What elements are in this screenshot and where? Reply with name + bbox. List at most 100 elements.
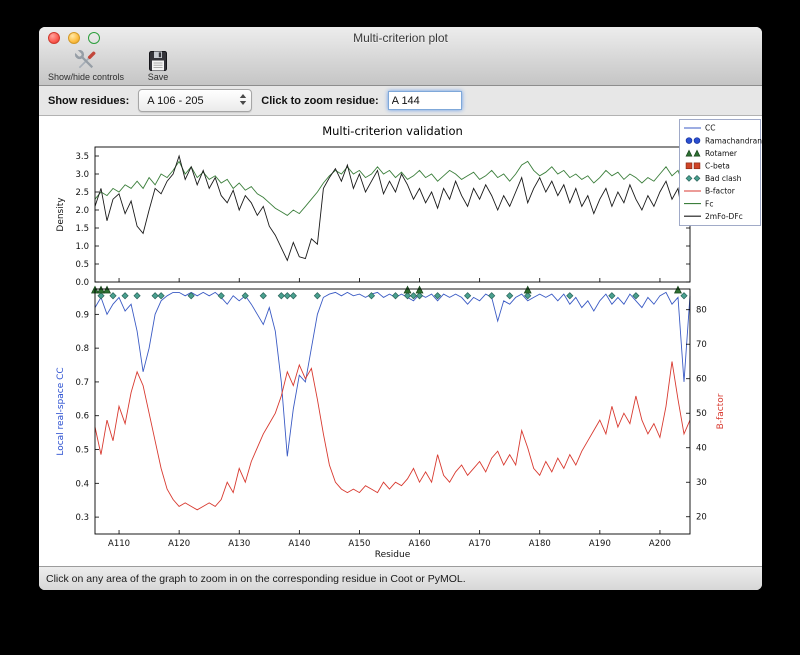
rotamer-marker bbox=[403, 285, 412, 294]
rotamer-marker bbox=[415, 285, 424, 294]
svg-text:0.9: 0.9 bbox=[75, 310, 89, 320]
bad-clash-marker bbox=[151, 292, 159, 300]
svg-text:A200: A200 bbox=[649, 539, 671, 549]
legend-label: Ramachandran bbox=[705, 136, 762, 145]
status-text: Click on any area of the graph to zoom i… bbox=[46, 572, 466, 585]
svg-text:50: 50 bbox=[696, 409, 707, 419]
legend-sample-Ramachandran bbox=[685, 137, 693, 144]
svg-text:1.5: 1.5 bbox=[75, 224, 89, 234]
bad-clash-marker bbox=[133, 292, 141, 300]
bottom-axes-frame bbox=[94, 288, 691, 535]
svg-text:0.5: 0.5 bbox=[75, 260, 89, 270]
zoom-button[interactable] bbox=[88, 32, 100, 44]
svg-text:0.8: 0.8 bbox=[75, 344, 89, 354]
svg-text:0.0: 0.0 bbox=[75, 278, 89, 288]
svg-text:A140: A140 bbox=[288, 539, 310, 549]
bad-clash-marker bbox=[289, 292, 297, 300]
status-bar: Click on any area of the graph to zoom i… bbox=[39, 566, 762, 590]
legend-sample-Ramachandran bbox=[693, 137, 701, 144]
svg-text:A160: A160 bbox=[409, 539, 431, 549]
series-2mFo-DFc bbox=[94, 154, 691, 262]
series-Fc bbox=[94, 160, 691, 216]
rotamer-marker bbox=[674, 285, 682, 294]
bad-clash-marker bbox=[409, 292, 418, 300]
svg-text:A170: A170 bbox=[469, 539, 491, 549]
bfactor-axis-label: B-factor bbox=[716, 393, 726, 429]
density-axis-label: Density bbox=[56, 197, 66, 232]
svg-text:A180: A180 bbox=[529, 539, 551, 549]
show-hide-controls-button[interactable]: Show/hide controls bbox=[45, 49, 127, 83]
rotamer-marker bbox=[103, 285, 111, 294]
zoom-residue-label: Click to zoom residue: bbox=[261, 94, 379, 107]
svg-text:3.0: 3.0 bbox=[75, 170, 89, 180]
svg-text:0.4: 0.4 bbox=[75, 479, 89, 489]
tools-icon bbox=[74, 50, 98, 72]
traffic-lights bbox=[48, 32, 100, 44]
legend-label: B-factor bbox=[705, 187, 736, 196]
cc-axis-label: Local real-space CC bbox=[56, 367, 66, 455]
bad-clash-marker bbox=[157, 292, 165, 300]
save-label: Save bbox=[147, 72, 169, 82]
svg-text:0.7: 0.7 bbox=[75, 378, 89, 388]
series-CC bbox=[94, 291, 691, 457]
svg-text:30: 30 bbox=[696, 478, 707, 488]
bad-clash-marker bbox=[433, 292, 442, 300]
legend-label: C-beta bbox=[705, 162, 730, 171]
bad-clash-marker bbox=[217, 292, 225, 300]
bad-clash-marker bbox=[283, 292, 291, 300]
residue-range-dropdown[interactable]: A 106 - 205 bbox=[138, 89, 253, 112]
bad-clash-marker bbox=[391, 292, 400, 300]
svg-text:80: 80 bbox=[696, 306, 707, 316]
save-button[interactable]: Save bbox=[143, 49, 173, 83]
legend-sample-C-beta bbox=[685, 162, 693, 170]
svg-text:20: 20 bbox=[696, 513, 707, 523]
bad-clash-marker bbox=[608, 292, 616, 300]
residue-range-value: A 106 - 205 bbox=[147, 94, 204, 107]
rotamer-marker bbox=[523, 285, 532, 294]
svg-text:A150: A150 bbox=[348, 539, 370, 549]
window-chrome: Multi-criterion plot bbox=[39, 27, 762, 86]
bad-clash-marker bbox=[313, 292, 321, 300]
controls-row: Show residues: A 106 - 205 Click to zoom… bbox=[39, 86, 762, 116]
bad-clash-marker bbox=[524, 292, 532, 300]
svg-text:A130: A130 bbox=[228, 539, 250, 549]
bad-clash-marker bbox=[403, 292, 412, 300]
legend-sample-Rotamer bbox=[685, 149, 693, 157]
bad-clash-marker bbox=[121, 292, 129, 300]
window-title: Multi-criterion plot bbox=[353, 31, 448, 45]
svg-text:2.5: 2.5 bbox=[75, 188, 89, 198]
close-button[interactable] bbox=[48, 32, 60, 44]
bad-clash-marker bbox=[367, 292, 376, 300]
bad-clash-marker bbox=[109, 292, 117, 300]
multi-criterion-plot-window: Multi-criterion plot bbox=[39, 27, 762, 590]
show-residues-label: Show residues: bbox=[48, 94, 130, 107]
minimize-button[interactable] bbox=[68, 32, 80, 44]
svg-text:2.0: 2.0 bbox=[75, 206, 89, 216]
bad-clash-marker bbox=[488, 292, 496, 300]
rotamer-marker bbox=[97, 285, 105, 294]
bad-clash-marker bbox=[566, 292, 574, 300]
zoom-residue-input[interactable] bbox=[387, 91, 462, 110]
series-B-factor bbox=[94, 361, 691, 511]
svg-text:0.5: 0.5 bbox=[75, 446, 89, 456]
show-hide-controls-label: Show/hide controls bbox=[48, 72, 125, 82]
plot-area[interactable]: Multi-criterion validation 0.0 0.5 1.0 1.5 2.… bbox=[39, 116, 762, 566]
svg-text:3.5: 3.5 bbox=[75, 152, 89, 162]
svg-text:A110: A110 bbox=[108, 539, 130, 549]
svg-text:A120: A120 bbox=[168, 539, 190, 549]
legend-sample-Rotamer bbox=[693, 149, 701, 157]
save-floppy-icon bbox=[146, 50, 170, 72]
legend-box bbox=[679, 119, 761, 226]
bad-clash-marker bbox=[680, 292, 688, 300]
figure-svg[interactable]: Multi-criterion validation 0.0 0.5 1.0 1.5 2.… bbox=[39, 116, 762, 566]
svg-text:0.3: 0.3 bbox=[75, 513, 89, 523]
legend-label: 2mFo-DFc bbox=[705, 212, 743, 221]
bad-clash-marker bbox=[277, 292, 285, 300]
bad-clash-marker bbox=[415, 292, 424, 300]
legend-label: CC bbox=[705, 124, 715, 133]
legend-label: Rotamer bbox=[705, 149, 738, 158]
legend-sample-C-beta bbox=[693, 162, 701, 170]
titlebar[interactable]: Multi-criterion plot bbox=[39, 27, 762, 49]
bad-clash-marker bbox=[632, 292, 640, 300]
bad-clash-marker bbox=[464, 292, 472, 300]
